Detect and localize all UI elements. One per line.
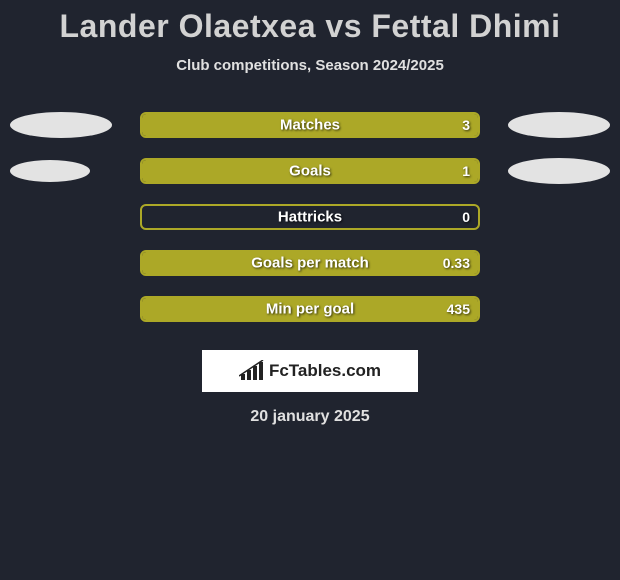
stat-row: Goals 1 xyxy=(0,148,620,194)
stat-bar: Matches 3 xyxy=(140,112,480,138)
date-label: 20 january 2025 xyxy=(0,408,620,426)
stat-label: Hattricks xyxy=(278,209,342,226)
stat-label: Goals xyxy=(289,163,331,180)
chart-icon xyxy=(239,360,265,382)
right-ellipse xyxy=(508,158,610,184)
stat-bar: Hattricks 0 xyxy=(140,204,480,230)
stat-value: 3 xyxy=(462,117,470,133)
stat-row: Min per goal 435 xyxy=(0,286,620,332)
left-ellipse xyxy=(10,112,112,138)
left-ellipse xyxy=(10,160,90,182)
stat-row: Hattricks 0 xyxy=(0,194,620,240)
stat-label: Min per goal xyxy=(266,301,354,318)
comparison-chart: Matches 3 Goals 1 Hattricks 0 Goals per match 0… xyxy=(0,102,620,332)
right-ellipse xyxy=(508,112,610,138)
stat-row: Goals per match 0.33 xyxy=(0,240,620,286)
stat-value: 0.33 xyxy=(443,255,470,271)
stat-value: 0 xyxy=(462,209,470,225)
stat-value: 1 xyxy=(462,163,470,179)
page-title: Lander Olaetxea vs Fettal Dhimi xyxy=(0,0,620,45)
stat-label: Goals per match xyxy=(251,255,369,272)
stat-row: Matches 3 xyxy=(0,102,620,148)
stat-value: 435 xyxy=(447,301,470,317)
brand-badge: FcTables.com xyxy=(202,350,418,392)
stat-bar: Goals 1 xyxy=(140,158,480,184)
stat-bar: Min per goal 435 xyxy=(140,296,480,322)
stat-bar: Goals per match 0.33 xyxy=(140,250,480,276)
brand-text: FcTables.com xyxy=(269,361,381,381)
stat-label: Matches xyxy=(280,117,340,134)
page-subtitle: Club competitions, Season 2024/2025 xyxy=(0,57,620,74)
